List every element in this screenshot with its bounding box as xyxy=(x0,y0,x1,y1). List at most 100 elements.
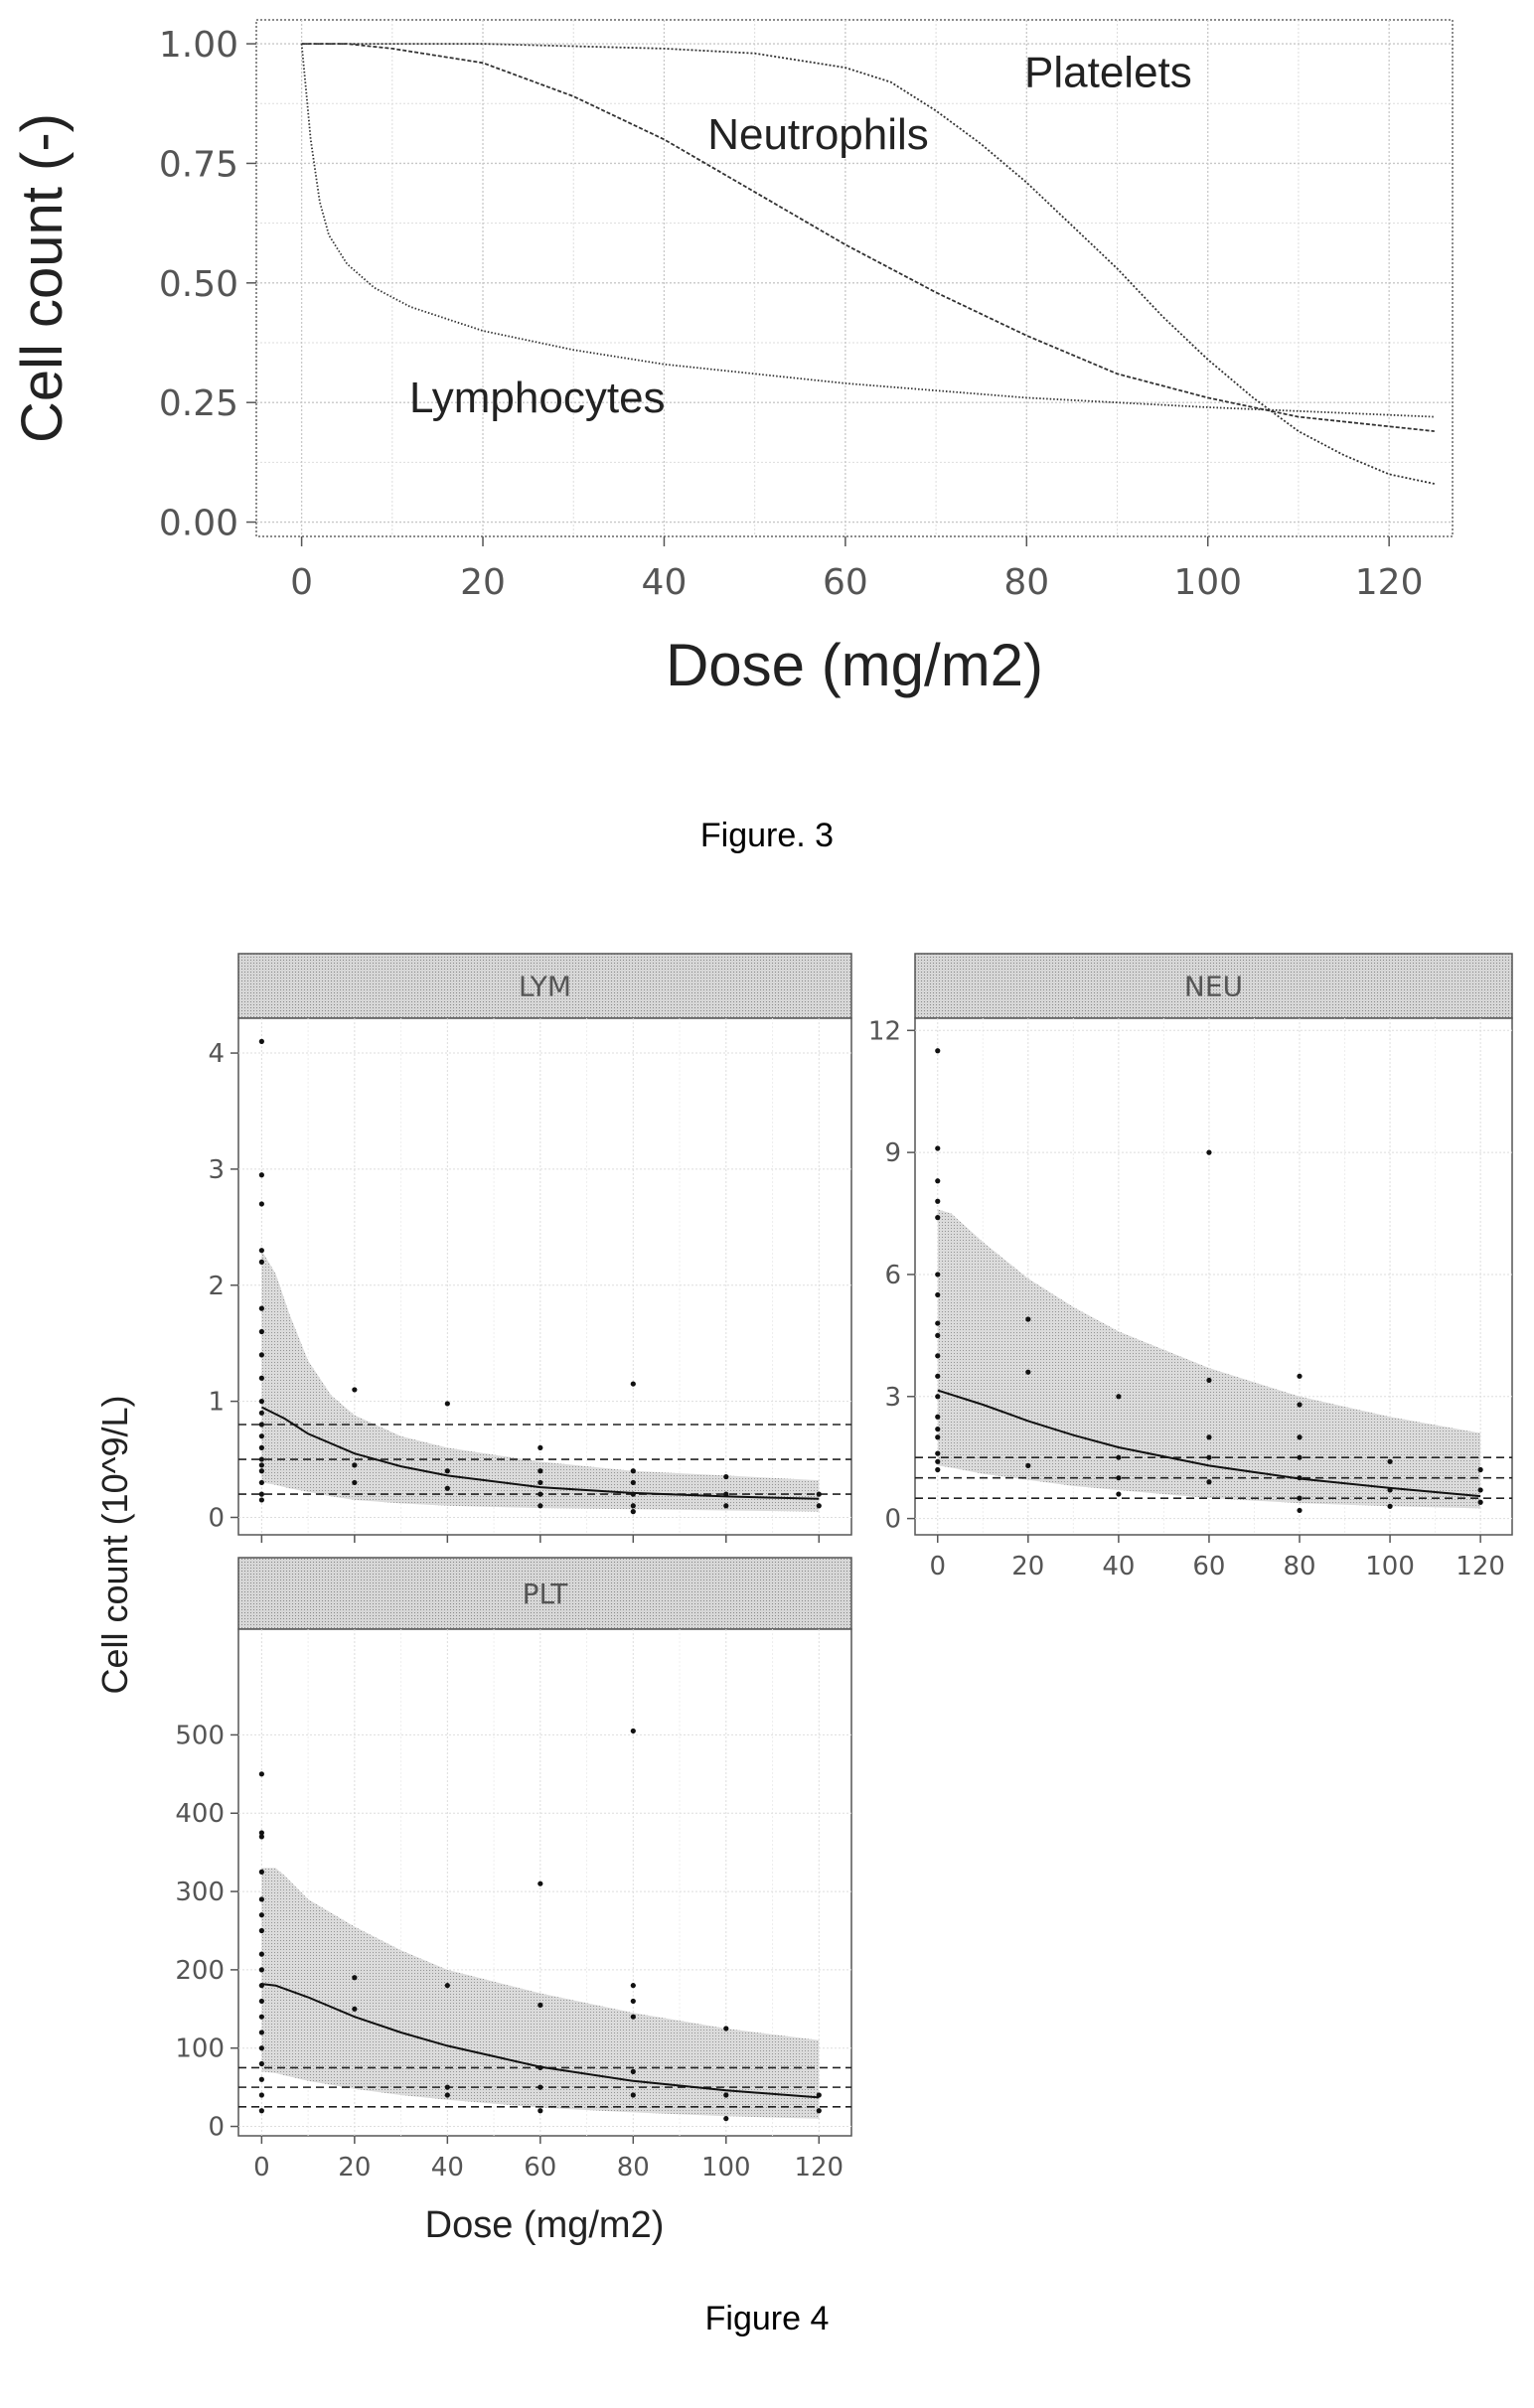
data-point xyxy=(935,1458,941,1464)
x-tick-label: 40 xyxy=(1102,1552,1135,1581)
x-tick-label: 0 xyxy=(929,1552,946,1581)
data-point xyxy=(1025,1316,1031,1322)
data-point xyxy=(258,2076,264,2082)
facet-strip-label: PLT xyxy=(523,1578,569,1610)
panel-plt: PLT 0 100 200 300 400 500 0 20 40 60 80 100 120 xyxy=(175,1557,852,2182)
series-line-platelets xyxy=(301,43,1435,485)
data-point xyxy=(1206,1479,1212,1485)
prediction-band xyxy=(261,1868,820,2119)
data-point xyxy=(258,1305,264,1311)
y-tick-label: 0.25 xyxy=(159,383,238,424)
y-tick-label: 6 xyxy=(884,1261,901,1290)
data-point xyxy=(1477,1487,1483,1493)
data-point xyxy=(630,1479,636,1486)
data-point xyxy=(537,2084,543,2090)
y-tick-label: 0 xyxy=(208,2113,225,2143)
facet-strip-label: NEU xyxy=(1184,971,1243,1003)
data-point xyxy=(537,1491,543,1497)
data-point xyxy=(935,1394,941,1400)
x-tick-label: 0 xyxy=(290,562,313,603)
data-point xyxy=(816,2108,822,2114)
data-point xyxy=(630,1503,636,1509)
data-point xyxy=(935,1320,941,1326)
data-point xyxy=(258,1479,264,1486)
x-tick-label: 40 xyxy=(431,2153,464,2182)
data-point xyxy=(258,1771,264,1777)
data-point xyxy=(258,1967,264,1973)
y-tick-label: 1 xyxy=(208,1388,225,1418)
data-point xyxy=(1116,1394,1122,1400)
median-line xyxy=(937,1389,1481,1498)
y-tick-label: 0 xyxy=(884,1505,901,1535)
data-point xyxy=(723,1503,729,1509)
data-point xyxy=(935,1434,941,1440)
data-point xyxy=(537,2002,543,2008)
data-point xyxy=(258,1468,264,1474)
data-point xyxy=(258,2014,264,2020)
facet-strip xyxy=(914,953,1513,1019)
data-point xyxy=(723,1491,729,1497)
data-point xyxy=(258,1462,264,1468)
data-point xyxy=(258,1497,264,1503)
data-point xyxy=(935,1145,941,1151)
data-point xyxy=(630,1468,636,1474)
y-tick-label: 300 xyxy=(175,1878,225,1907)
data-point xyxy=(537,2064,543,2071)
median-line xyxy=(260,1406,820,1500)
data-point xyxy=(444,1983,450,1989)
data-point xyxy=(258,1172,264,1178)
data-point xyxy=(1116,1475,1122,1481)
data-point xyxy=(258,1927,264,1934)
y-tick-label: 0.75 xyxy=(159,144,238,185)
data-point xyxy=(258,2108,264,2114)
y-tick-label: 9 xyxy=(884,1138,901,1168)
y-tick-label: 3 xyxy=(884,1383,901,1413)
data-point xyxy=(444,2092,450,2098)
x-tick-label: 80 xyxy=(1003,562,1049,603)
data-point xyxy=(935,1198,941,1204)
data-point xyxy=(1387,1458,1393,1464)
data-point xyxy=(935,1450,941,1456)
data-point xyxy=(258,1410,264,1416)
x-tick-label: 0 xyxy=(253,2153,270,2182)
data-point xyxy=(816,1503,822,1509)
data-point xyxy=(258,1491,264,1497)
data-point xyxy=(352,1462,358,1468)
facet-strip-label: LYM xyxy=(519,971,571,1003)
data-point xyxy=(1206,1434,1212,1440)
data-point xyxy=(352,2006,358,2012)
data-point xyxy=(537,1479,543,1486)
x-tick-label: 60 xyxy=(823,562,868,603)
y-tick-label: 400 xyxy=(175,1799,225,1829)
data-point xyxy=(935,1215,941,1221)
data-point xyxy=(352,1387,358,1393)
x-axis-title: Dose (mg/m2) xyxy=(666,632,1043,698)
data-point xyxy=(935,1178,941,1184)
data-point xyxy=(537,1444,543,1450)
data-point xyxy=(258,1456,264,1462)
data-point xyxy=(258,1444,264,1450)
data-point xyxy=(258,1259,264,1265)
data-point xyxy=(258,2045,264,2051)
data-point xyxy=(1477,1466,1483,1473)
data-point xyxy=(444,1401,450,1407)
data-point xyxy=(1297,1373,1303,1379)
data-point xyxy=(258,1352,264,1358)
data-point xyxy=(1297,1454,1303,1460)
data-point xyxy=(1206,1454,1212,1460)
x-tick-label: 120 xyxy=(1456,1552,1505,1581)
data-point xyxy=(630,2014,636,2020)
y-axis-title: Cell count (10^9/L) xyxy=(94,1395,135,1694)
data-point xyxy=(444,1485,450,1491)
data-point xyxy=(1297,1495,1303,1501)
data-point xyxy=(258,1248,264,1254)
y-tick-label: 100 xyxy=(175,2034,225,2064)
data-point xyxy=(935,1414,941,1420)
data-point xyxy=(935,1272,941,1278)
data-point xyxy=(1297,1434,1303,1440)
data-point xyxy=(258,1399,264,1405)
data-point xyxy=(258,1201,264,1207)
data-point xyxy=(1387,1503,1393,1509)
